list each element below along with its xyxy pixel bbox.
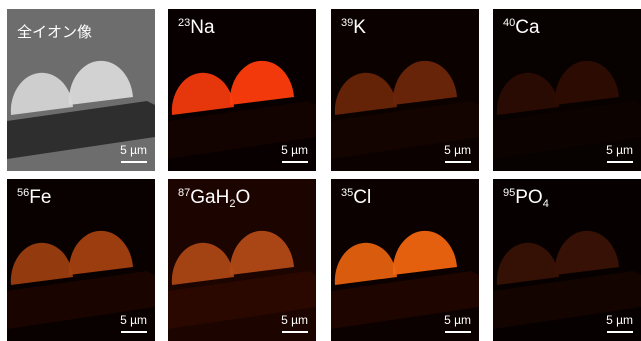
scale-bar [445, 331, 471, 333]
scale-bar [445, 161, 471, 163]
label-part: 39 [341, 17, 353, 29]
label-part: 23 [178, 17, 190, 29]
label-part: 95 [503, 187, 515, 199]
scale-label: 5 µm [606, 313, 633, 327]
panel-label: 95PO4 [503, 187, 549, 210]
image-panel: 40Ca 5 µm [493, 9, 641, 171]
label-part: 40 [503, 17, 515, 29]
panel-label: 全イオン像 [17, 21, 92, 42]
label-part: O [235, 187, 250, 208]
label-part: 87 [178, 187, 190, 199]
label-part: 56 [17, 187, 29, 199]
scale-bar [282, 331, 308, 333]
scale-label: 5 µm [120, 143, 147, 157]
label-part: Fe [29, 187, 51, 208]
label-part: Ca [515, 17, 539, 38]
scale-label: 5 µm [120, 313, 147, 327]
label-part: K [353, 17, 366, 38]
scale-label: 5 µm [444, 313, 471, 327]
scale-label: 5 µm [444, 143, 471, 157]
panel-label: 39K [341, 17, 366, 39]
panel-label: 40Ca [503, 17, 540, 39]
scale-bar [607, 331, 633, 333]
image-panel: 87GaH2O 5 µm [168, 179, 316, 341]
image-panel: 39K 5 µm [331, 9, 479, 171]
panel-label: 87GaH2O [178, 187, 250, 210]
panel-label: 23Na [178, 17, 215, 39]
scale-label: 5 µm [281, 313, 308, 327]
panel-label: 56Fe [17, 187, 51, 209]
scale-bar [121, 331, 147, 333]
figure: 全イオン像 5 µm 23Na 5 µm 39K 5 µm 40Ca 5 µm 56Fe 5 µm… [0, 0, 641, 340]
image-panel: 全イオン像 5 µm [7, 9, 155, 171]
label-part: 4 [543, 198, 549, 210]
label-part: 全イオン像 [17, 24, 92, 41]
scale-bar [607, 161, 633, 163]
label-part: PO [515, 187, 542, 208]
panel-label: 35Cl [341, 187, 371, 209]
scale-bar [282, 161, 308, 163]
image-panel: 35Cl 5 µm [331, 179, 479, 341]
label-part: Na [190, 17, 214, 38]
image-panel: 95PO4 5 µm [493, 179, 641, 341]
scale-label: 5 µm [606, 143, 633, 157]
scale-label: 5 µm [281, 143, 308, 157]
image-panel: 56Fe 5 µm [7, 179, 155, 341]
label-part: Cl [353, 187, 371, 208]
label-part: GaH [190, 187, 229, 208]
scale-bar [121, 161, 147, 163]
image-panel: 23Na 5 µm [168, 9, 316, 171]
label-part: 35 [341, 187, 353, 199]
